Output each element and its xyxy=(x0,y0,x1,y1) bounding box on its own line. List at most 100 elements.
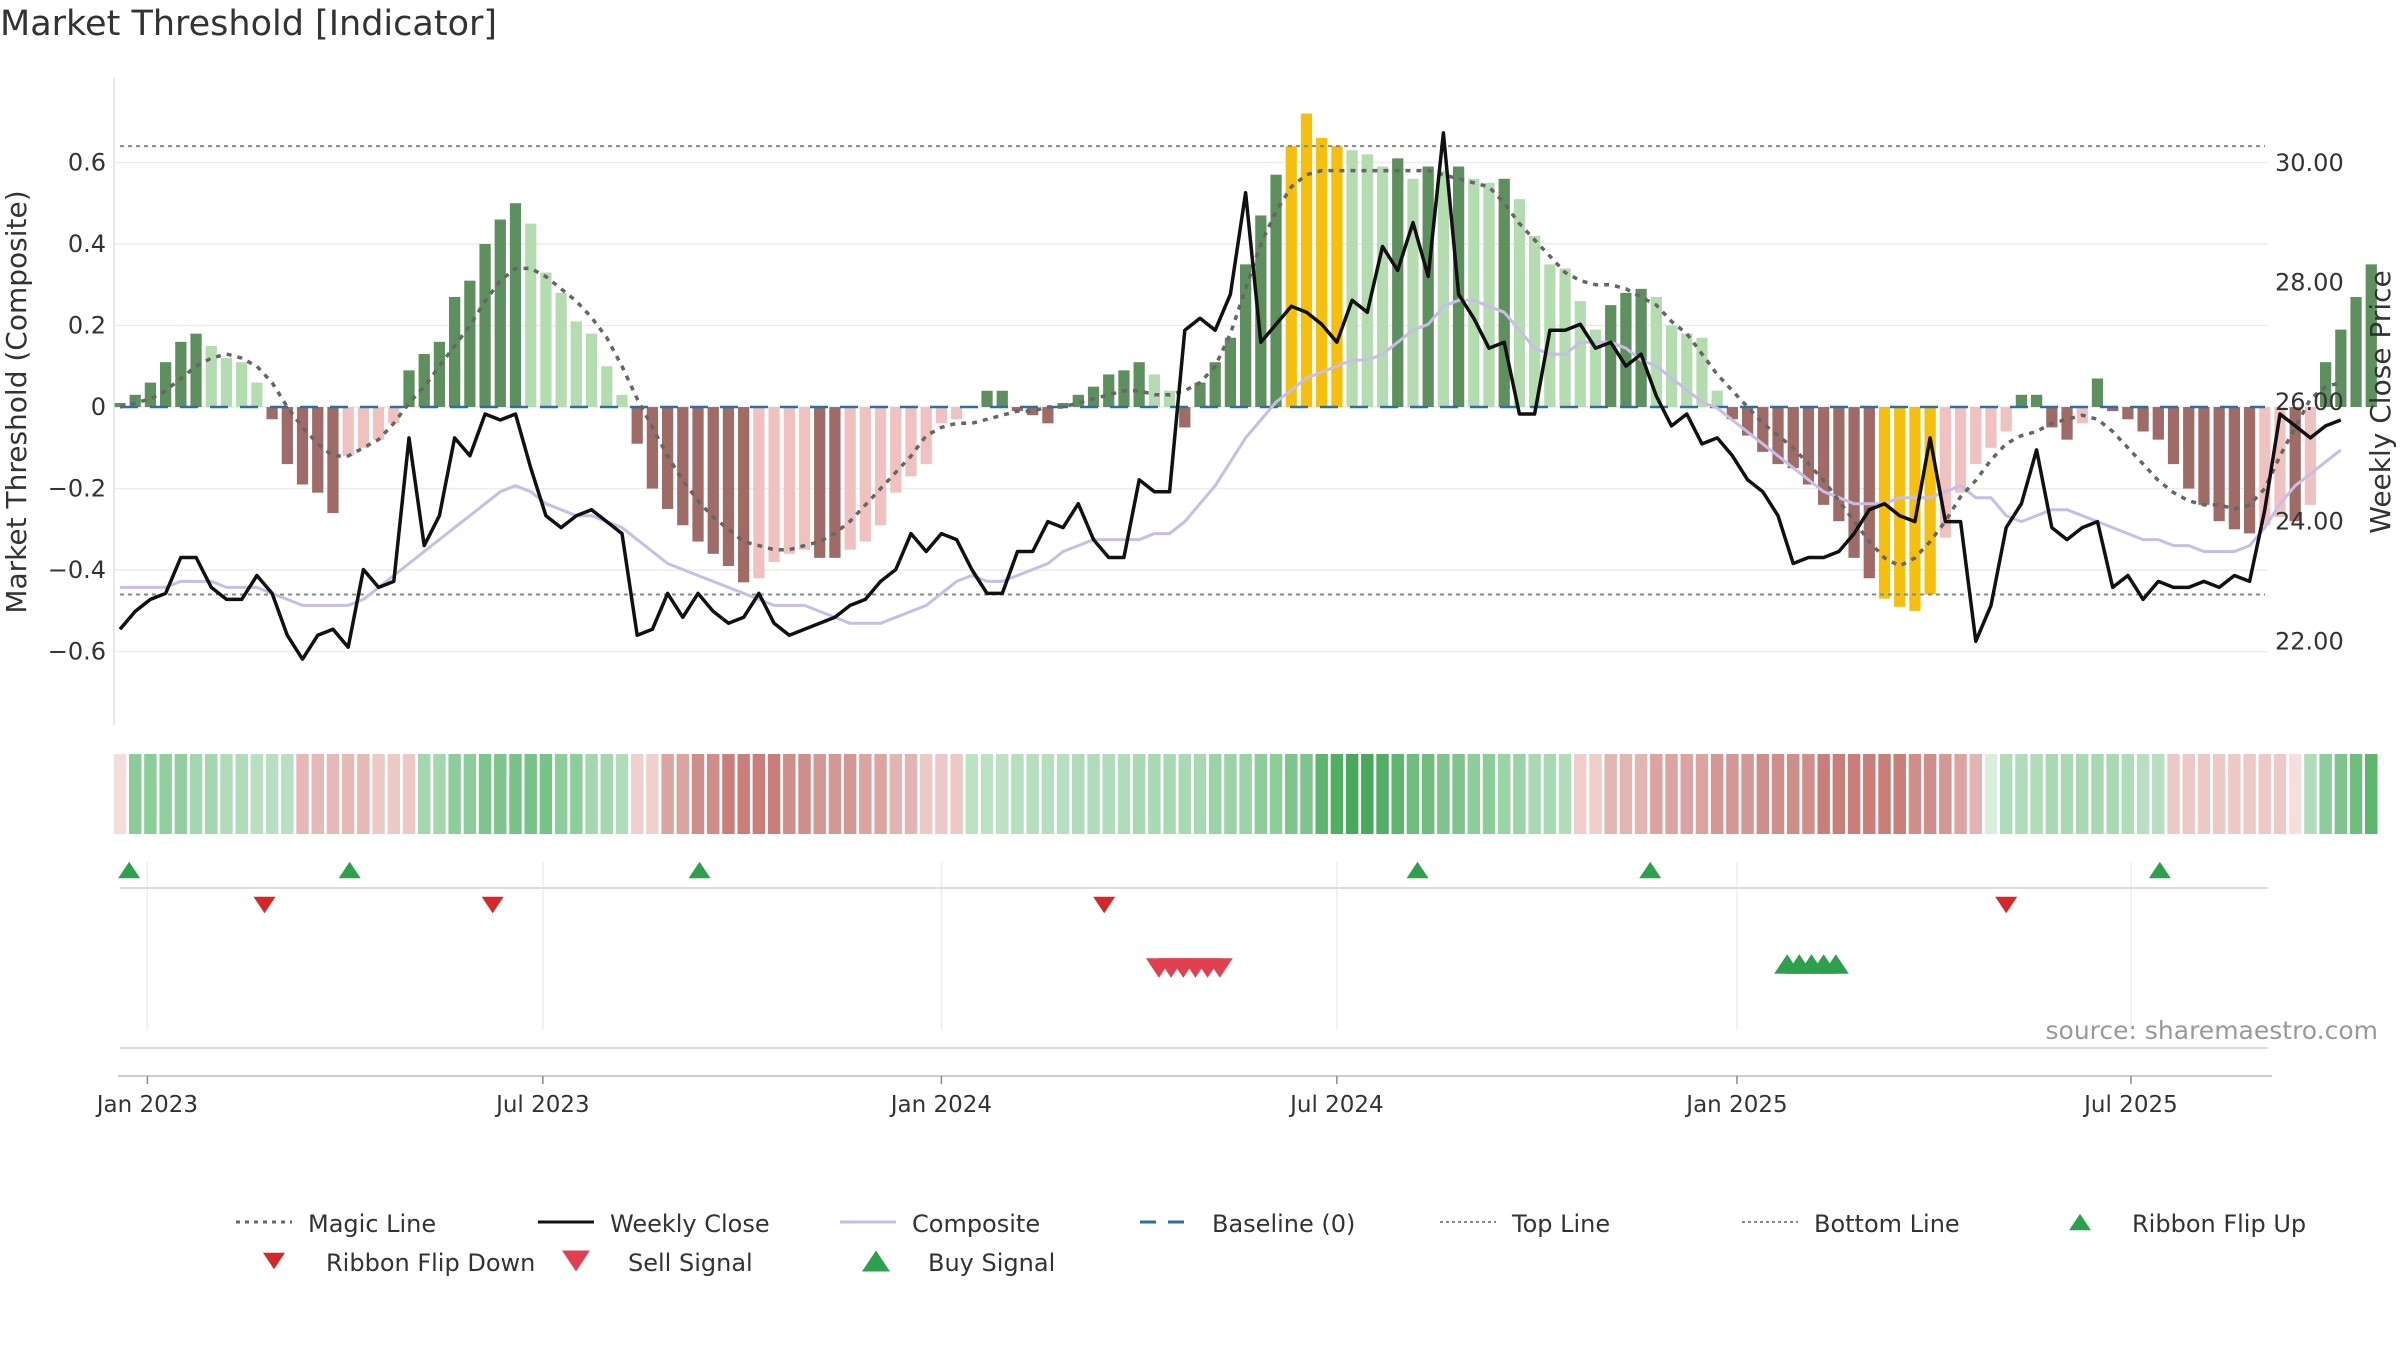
y-tick-right: 30.00 xyxy=(2275,149,2344,177)
ribbon-cell xyxy=(2091,754,2104,834)
ribbon-cell xyxy=(585,754,598,834)
ribbon-flip-up-marker xyxy=(1406,861,1429,879)
composite-bar xyxy=(1331,146,1343,408)
composite-bar xyxy=(798,407,811,550)
composite-bar xyxy=(2274,407,2286,518)
composite-bar xyxy=(1011,407,1024,412)
composite-bar xyxy=(418,354,430,408)
composite-bar xyxy=(403,370,415,408)
composite-bar xyxy=(1848,407,1860,558)
y-tick-left: −0.2 xyxy=(48,475,106,503)
composite-bar xyxy=(114,402,126,408)
composite-bar xyxy=(1072,394,1084,408)
composite-bar xyxy=(1665,325,1678,408)
composite-bar xyxy=(144,382,157,408)
ribbon-cell xyxy=(1558,754,1572,834)
composite-bar xyxy=(494,219,506,408)
legend-swatch xyxy=(862,1250,890,1272)
ribbon-cell xyxy=(1148,754,1161,834)
signal-markers xyxy=(118,861,2268,1049)
ribbon-cell xyxy=(1056,754,1070,834)
legend-swatch xyxy=(263,1252,285,1270)
ribbon-cell xyxy=(2319,754,2332,834)
composite-bar xyxy=(357,407,370,448)
ribbon-cell xyxy=(463,754,477,834)
ribbon-cell xyxy=(1178,754,1192,834)
composite-bar xyxy=(1042,407,1054,424)
ribbon-cell xyxy=(2212,754,2226,834)
ribbon-cell xyxy=(1741,754,1754,834)
composite-bar xyxy=(601,366,613,408)
ribbon-cell xyxy=(1771,754,1785,834)
composite-bar xyxy=(1970,407,1982,465)
composite-bar xyxy=(1802,407,1815,485)
x-tick-label: Jul 2025 xyxy=(2082,1092,2178,1118)
composite-bar xyxy=(1833,407,1845,522)
composite-bar xyxy=(281,407,293,465)
ribbon-cell xyxy=(524,754,537,834)
ribbon-cell xyxy=(1923,754,1937,834)
ribbon-cell xyxy=(220,754,233,834)
ribbon-cell xyxy=(767,754,781,834)
composite-bar xyxy=(1574,301,1586,408)
composite-bar xyxy=(1985,407,1997,448)
legend-item: Ribbon Flip Up xyxy=(2069,1210,2306,1238)
ribbon-cell xyxy=(1634,754,1648,834)
composite-bar xyxy=(692,407,704,542)
composite-bar xyxy=(1757,407,1769,452)
composite-bar xyxy=(677,407,689,526)
composite-bar xyxy=(1894,407,1906,607)
composite-bar xyxy=(1057,402,1069,408)
ribbon-flip-down-marker xyxy=(1995,896,2018,914)
composite-bar xyxy=(220,358,233,408)
ribbon-cell xyxy=(448,754,461,834)
x-tick-label: Jan 2023 xyxy=(95,1092,198,1118)
y-tick-right: 26.00 xyxy=(2275,388,2344,416)
composite-bar xyxy=(1255,215,1267,408)
ribbon-cell xyxy=(630,754,644,834)
ribbon-cell xyxy=(965,754,979,834)
composite-bar xyxy=(1787,407,1799,469)
legend-item: Magic Line xyxy=(236,1210,436,1238)
composite-bar xyxy=(1711,390,1723,408)
composite-bar xyxy=(160,362,172,408)
ribbon-flip-up-marker xyxy=(1639,861,1662,879)
composite-bar xyxy=(874,407,887,526)
ribbon-cell xyxy=(128,754,142,834)
ribbon-cell xyxy=(1102,754,1115,834)
weekly-close-line xyxy=(118,131,2342,661)
y-tick-right: 28.00 xyxy=(2275,268,2344,296)
composite-bar xyxy=(996,390,1008,408)
composite-bar xyxy=(479,243,491,408)
chart-title: Market Threshold [Indicator] xyxy=(0,4,498,44)
ribbon-cell xyxy=(554,754,568,834)
ribbon-cell xyxy=(691,754,705,834)
composite-bar xyxy=(1194,382,1206,408)
legend-label: Ribbon Flip Down xyxy=(326,1249,535,1277)
ribbon-cell xyxy=(1863,754,1876,834)
ribbon-cell xyxy=(2121,754,2135,834)
ribbon-cell xyxy=(950,754,963,834)
series-lines xyxy=(118,131,2342,661)
composite-bar xyxy=(2122,407,2134,420)
y-tick-left: −0.6 xyxy=(48,638,106,666)
ribbon-cell xyxy=(1041,754,1055,834)
composite-bar xyxy=(1179,407,1191,428)
composite-bar xyxy=(1818,407,1830,505)
ribbon-cell xyxy=(144,754,157,834)
ribbon-cell xyxy=(265,754,279,834)
ribbon-cell xyxy=(996,754,1009,834)
composite-bar xyxy=(981,390,993,408)
ribbon-cell xyxy=(737,754,750,834)
y-tick-right: 22.00 xyxy=(2275,627,2344,655)
composite-bar xyxy=(449,296,461,408)
ribbon-cell xyxy=(433,754,446,834)
ribbon-cell xyxy=(1726,754,1739,834)
ribbon-cell xyxy=(2136,754,2150,834)
ribbon-cell xyxy=(2197,754,2211,834)
composite-bar xyxy=(2107,407,2119,412)
ribbon-cell xyxy=(1193,754,1207,834)
composite-bar xyxy=(1529,235,1541,408)
composite-bar xyxy=(251,382,263,408)
ribbon-flip-up-marker xyxy=(338,861,361,879)
